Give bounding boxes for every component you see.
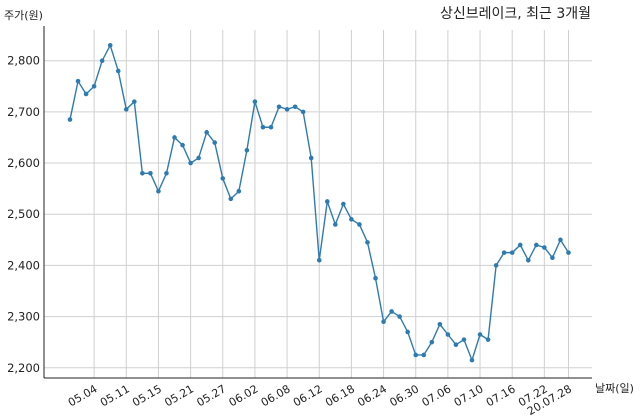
x-tick-label: 05.11 bbox=[98, 382, 132, 409]
data-point bbox=[445, 332, 451, 337]
y-tick-label: 2,300 bbox=[7, 310, 40, 324]
x-tick-label: 06.12 bbox=[291, 382, 325, 409]
data-point bbox=[461, 337, 467, 342]
data-point bbox=[525, 257, 531, 263]
chart-title: 상신브레이크, 최근 3개월 bbox=[440, 6, 591, 22]
y-axis-label: 주가(원) bbox=[4, 9, 43, 22]
x-axis-label: 날짜(일) bbox=[595, 381, 634, 395]
data-point bbox=[188, 160, 193, 166]
data-point bbox=[196, 155, 201, 161]
data-point bbox=[550, 255, 555, 261]
series bbox=[67, 43, 571, 363]
y-tick-labels: 2,200 2,300 2,400 2,500 2,600 2,700 2,800 bbox=[7, 54, 40, 375]
data-point bbox=[341, 201, 346, 207]
x-tick-label: 07.16 bbox=[484, 382, 518, 409]
x-tick-label: 06.02 bbox=[227, 382, 261, 409]
y-tick-label: 2,800 bbox=[7, 54, 40, 68]
data-point bbox=[558, 237, 563, 243]
data-point bbox=[164, 170, 169, 176]
data-point bbox=[389, 309, 394, 314]
y-tick-label: 2,600 bbox=[7, 156, 40, 170]
data-point bbox=[308, 155, 314, 161]
x-tick-label: 06.24 bbox=[355, 382, 389, 409]
data-point bbox=[333, 222, 338, 227]
data-point bbox=[260, 124, 266, 130]
data-point bbox=[429, 339, 435, 345]
x-tick-label: 05.15 bbox=[130, 382, 164, 409]
data-point bbox=[156, 188, 161, 194]
data-point bbox=[252, 99, 258, 104]
data-point bbox=[148, 170, 153, 176]
data-point bbox=[542, 245, 547, 250]
data-point bbox=[437, 321, 443, 327]
x-tick-label: 06.30 bbox=[387, 382, 421, 409]
data-point bbox=[132, 99, 137, 104]
x-tick-label: 07.10 bbox=[452, 382, 486, 409]
data-point bbox=[349, 217, 354, 222]
data-point bbox=[469, 357, 475, 363]
data-point bbox=[453, 342, 459, 348]
y-tick-label: 2,500 bbox=[7, 207, 40, 221]
x-tick-label: 05.21 bbox=[162, 382, 196, 409]
data-point bbox=[534, 242, 539, 248]
data-point bbox=[381, 319, 386, 325]
data-point bbox=[509, 250, 515, 255]
data-point bbox=[421, 352, 427, 358]
data-point bbox=[566, 250, 571, 255]
data-point bbox=[268, 124, 274, 130]
data-point bbox=[107, 43, 113, 48]
x-tick-label: 05.27 bbox=[194, 382, 228, 409]
data-point bbox=[284, 107, 290, 112]
data-point bbox=[373, 275, 378, 281]
data-point bbox=[99, 58, 105, 64]
data-point bbox=[300, 109, 306, 115]
data-point bbox=[220, 176, 226, 181]
data-point bbox=[276, 104, 282, 110]
data-point bbox=[91, 83, 97, 89]
data-point bbox=[316, 257, 322, 263]
data-point bbox=[365, 240, 370, 245]
data-point bbox=[140, 170, 145, 176]
data-point bbox=[413, 352, 419, 358]
y-tick-label: 2,400 bbox=[7, 258, 40, 272]
data-point bbox=[357, 222, 362, 227]
x-tick-label: 05.04 bbox=[66, 382, 100, 409]
data-point bbox=[236, 188, 242, 194]
data-point bbox=[477, 332, 483, 337]
data-point bbox=[83, 91, 89, 97]
axes bbox=[43, 26, 592, 379]
y-tick-label: 2,200 bbox=[7, 361, 40, 375]
data-point bbox=[485, 337, 491, 342]
x-tick-labels: 05.0405.1105.1505.2105.2706.0206.0806.12… bbox=[66, 382, 574, 418]
data-point bbox=[204, 130, 209, 135]
grid bbox=[44, 30, 592, 378]
data-point bbox=[397, 314, 402, 319]
data-point bbox=[324, 199, 330, 204]
x-tick-label: 06.18 bbox=[323, 382, 357, 409]
data-point bbox=[405, 329, 410, 335]
data-point bbox=[115, 68, 121, 74]
data-point bbox=[517, 242, 523, 248]
x-tick-label: 07.06 bbox=[420, 382, 454, 409]
data-point bbox=[180, 142, 185, 148]
data-point bbox=[172, 135, 177, 140]
x-tick-label: 06.08 bbox=[259, 382, 293, 409]
data-point bbox=[212, 140, 218, 145]
data-point bbox=[292, 104, 298, 110]
data-point bbox=[123, 107, 129, 112]
y-tick-label: 2,700 bbox=[7, 105, 40, 119]
data-point bbox=[67, 117, 73, 122]
data-point bbox=[493, 263, 499, 268]
data-point bbox=[501, 250, 507, 255]
data-point bbox=[228, 196, 234, 202]
data-point bbox=[244, 147, 250, 153]
data-point bbox=[75, 78, 81, 84]
